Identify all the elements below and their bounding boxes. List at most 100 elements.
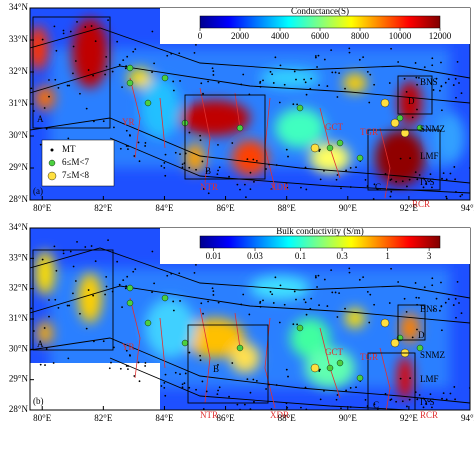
mt-site: [72, 45, 75, 48]
heat-patch: [37, 321, 53, 345]
colorbar-title: Conductance(S): [291, 6, 349, 16]
mt-site: [409, 377, 411, 380]
mt-site: [231, 142, 234, 144]
mt-site: [134, 48, 137, 51]
mt-site: [310, 77, 313, 80]
heat-patch: [185, 318, 245, 358]
mt-site: [179, 80, 181, 82]
mt-site: [122, 279, 125, 282]
mt-site: [193, 51, 196, 54]
mt-site: [432, 89, 435, 91]
mt-site: [102, 340, 105, 343]
mt-site: [116, 260, 119, 263]
mt-site: [304, 386, 307, 389]
quake-7: [310, 143, 320, 153]
mt-site: [172, 89, 175, 92]
fault-label: NTR: [200, 182, 218, 192]
quake-6: [144, 99, 152, 107]
mt-site: [454, 77, 457, 80]
mt-site: [334, 71, 337, 74]
mt-site: [348, 47, 351, 50]
heat-patch: [250, 276, 310, 300]
mt-site: [236, 183, 239, 186]
mt-site: [274, 276, 277, 279]
mt-site: [113, 346, 115, 349]
quake-6: [161, 74, 169, 82]
mt-site: [92, 74, 95, 77]
mt-site: [52, 362, 55, 364]
mt-site: [127, 145, 130, 147]
mt-site: [30, 87, 33, 90]
map-panel: A B C D YR NTR XDR GCT TGR BNS SNMZ LMF IYS RCR (a) 28°…: [9, 2, 474, 213]
quake-7: [380, 318, 390, 328]
fault-line: [30, 117, 470, 184]
mt-site: [199, 354, 202, 357]
mt-site: [125, 285, 128, 288]
region-label: C: [373, 400, 379, 410]
mt-site: [151, 30, 154, 33]
colorbar-title: Bulk conductivity (S/m): [276, 226, 364, 236]
lon-tick-label: 92°E: [400, 203, 419, 213]
mt-site: [249, 188, 252, 191]
mt-site: [416, 398, 419, 401]
lat-tick-label: 28°N: [9, 194, 29, 204]
mt-site: [144, 365, 147, 367]
quake-6: [326, 364, 334, 372]
mt-site: [195, 264, 197, 266]
mt-site: [62, 29, 65, 32]
mt-site: [62, 252, 65, 255]
mt-site: [212, 294, 215, 296]
mt-site: [87, 69, 90, 71]
mt-site: [240, 303, 243, 306]
lon-tick-label: 80°E: [33, 413, 52, 423]
mt-site: [202, 312, 204, 315]
mt-site: [440, 85, 443, 87]
lat-tick-label: 29°N: [9, 374, 29, 384]
mt-site: [460, 312, 463, 315]
region-label: D: [418, 330, 425, 340]
mt-site: [394, 202, 396, 204]
quake-6: [144, 319, 152, 327]
region-label: A: [37, 114, 44, 124]
mt-site: [92, 294, 95, 297]
mt-site: [202, 92, 204, 95]
mt-site: [331, 291, 334, 294]
mt-site: [456, 60, 459, 63]
mt-site: [304, 301, 307, 304]
mt-site: [57, 86, 60, 89]
mt-site: [153, 282, 156, 285]
mt-site: [384, 392, 387, 395]
mt-site: [218, 386, 221, 389]
rift-line: [234, 92, 241, 129]
mt-site: [318, 84, 320, 87]
mt-site: [349, 406, 352, 408]
mt-site: [278, 101, 281, 104]
mt-site: [26, 332, 28, 334]
mt-site: [30, 307, 33, 310]
mt-site: [240, 83, 243, 86]
mt-site: [295, 298, 297, 301]
mt-site: [431, 57, 434, 60]
quake-6: [416, 344, 424, 352]
mt-site: [422, 406, 425, 409]
fault-label: XDR: [270, 410, 289, 420]
mt-site: [195, 168, 197, 171]
mt-site: [124, 67, 127, 70]
mt-site: [461, 193, 464, 196]
mt-site: [126, 275, 129, 278]
quake-7: [310, 363, 320, 373]
mt-site: [403, 77, 406, 80]
mt-site: [121, 306, 123, 309]
mt-site: [93, 340, 95, 343]
heat-patch: [345, 308, 365, 328]
mt-site: [246, 378, 249, 381]
mt-site: [318, 150, 321, 152]
mt-site: [415, 76, 418, 79]
colorbar-tick-label: 0.01: [206, 251, 222, 261]
mt-site: [228, 175, 230, 178]
mt-site: [458, 302, 460, 304]
mt-site: [228, 395, 230, 398]
mt-site: [446, 418, 448, 420]
mt-site: [445, 416, 447, 418]
region-label: D: [408, 96, 415, 106]
